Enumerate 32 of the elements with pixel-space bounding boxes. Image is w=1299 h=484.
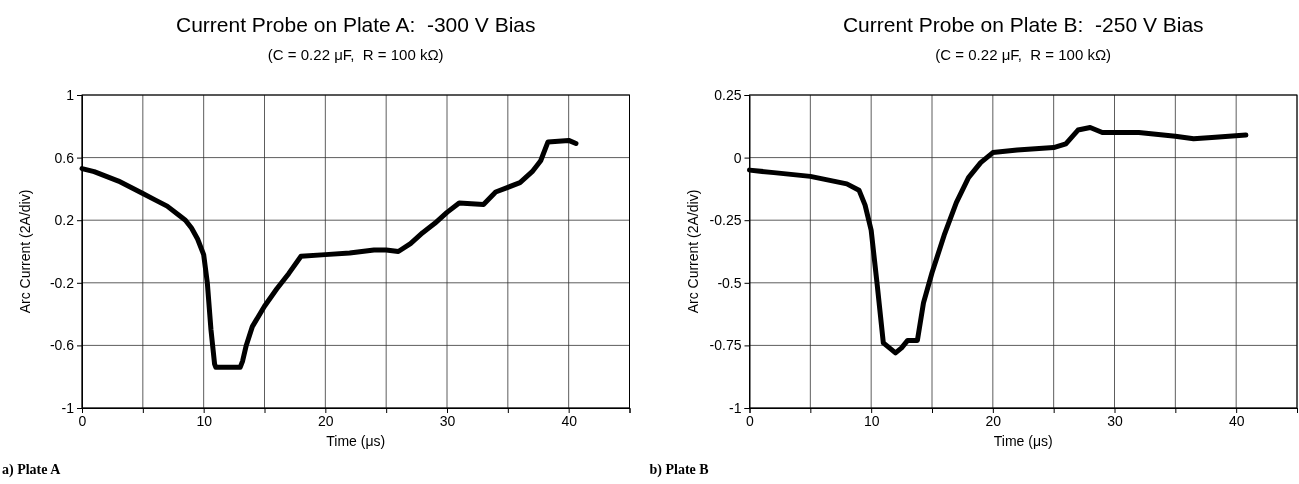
y-tick-label: -1 — [61, 399, 75, 416]
x-axis-title: Time (μs) — [326, 433, 386, 449]
x-tick-label: 40 — [561, 412, 578, 429]
chart-subtitle: (C = 0.22 μF, R = 100 kΩ) — [267, 46, 444, 63]
y-tick-label: -1 — [729, 399, 742, 416]
y-tick-label: 1 — [66, 86, 75, 103]
x-tick-label: 10 — [863, 412, 880, 429]
text: b) Plate B — [649, 462, 709, 478]
x-tick-label: 0 — [746, 412, 755, 429]
y-tick-label: -0.6 — [49, 337, 75, 354]
y-tick-label: 0.25 — [714, 86, 742, 103]
y-tick-label: 0.2 — [54, 212, 75, 229]
chart-title: Current Probe on Plate B: -250 V Bias — [842, 13, 1204, 36]
y-tick-label: -0.2 — [49, 274, 75, 291]
y-tick-label: -0.25 — [709, 212, 742, 229]
chart-title: Current Probe on Plate A: -300 V Bias — [175, 13, 536, 36]
y-tick-label: 0.6 — [54, 149, 75, 166]
x-tick-label: 30 — [1107, 412, 1123, 429]
x-tick-label: 40 — [1228, 412, 1245, 429]
x-tick-label: 10 — [196, 412, 213, 429]
x-tick-label: 0 — [78, 412, 87, 429]
y-tick-label: -0.5 — [717, 274, 742, 291]
x-tick-label: 20 — [985, 412, 1002, 429]
y-tick-label: -0.75 — [709, 337, 742, 354]
x-tick-label: 20 — [318, 412, 334, 429]
y-axis-title: Arc Current (2A/div) — [684, 189, 701, 314]
x-tick-label: 30 — [439, 412, 456, 429]
y-tick-label: 0 — [733, 149, 742, 166]
text: a) Plate A — [2, 462, 62, 478]
x-axis-title: Time (μs) — [993, 433, 1053, 449]
chart-subtitle: (C = 0.22 μF, R = 100 kΩ) — [935, 46, 1112, 63]
y-axis-title: Arc Current (2A/div) — [17, 189, 33, 314]
